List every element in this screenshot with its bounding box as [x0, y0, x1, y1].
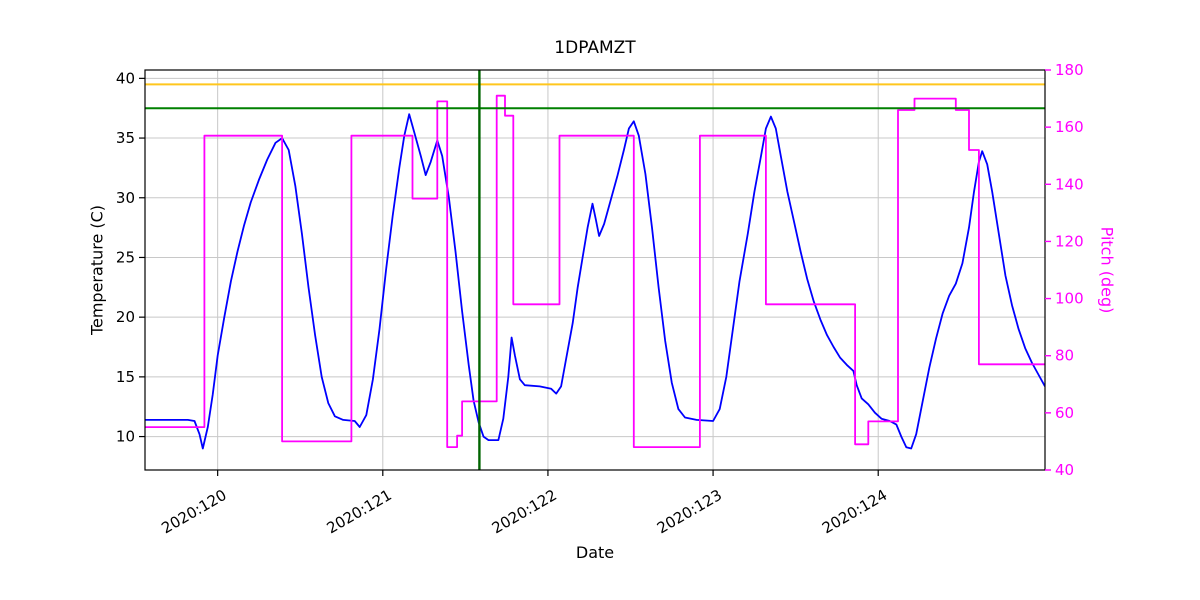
y-left-tick-label: 35	[116, 129, 135, 147]
x-tick-label: 2020:122	[489, 486, 560, 538]
x-axis-label: Date	[575, 543, 615, 562]
y-right-tick-label: 140	[1055, 175, 1084, 193]
y-axis-label-left: Temperature (C)	[87, 204, 107, 336]
y-right-tick-label: 60	[1055, 404, 1074, 422]
y-left-tick-label: 25	[116, 248, 135, 266]
y-left-tick-label: 20	[116, 308, 135, 326]
y-axis-label-right: Pitch (deg)	[1097, 226, 1117, 314]
y-left-tick-label: 10	[116, 428, 135, 446]
y-right-tick-label: 180	[1055, 61, 1084, 79]
y-right-tick-label: 160	[1055, 118, 1084, 136]
y-left-tick-label: 40	[116, 69, 135, 87]
y-right-tick-label: 80	[1055, 347, 1074, 365]
x-tick-label: 2020:124	[819, 486, 890, 538]
x-tick-label: 2020:120	[158, 486, 229, 538]
y-left-tick-label: 15	[116, 368, 135, 386]
axes-spine	[144, 69, 1046, 471]
x-tick-label: 2020:121	[324, 486, 395, 538]
y-right-tick-label: 100	[1055, 290, 1084, 308]
y-right-tick-label: 40	[1055, 461, 1074, 479]
x-tick-label: 2020:123	[654, 486, 725, 538]
chart-title: 1DPAMZT	[554, 38, 636, 58]
y-left-tick-label: 30	[116, 189, 135, 207]
pitch-series-line	[145, 94, 1045, 448]
y-right-tick-label: 120	[1055, 232, 1084, 250]
temperature-series-line	[145, 113, 1045, 450]
